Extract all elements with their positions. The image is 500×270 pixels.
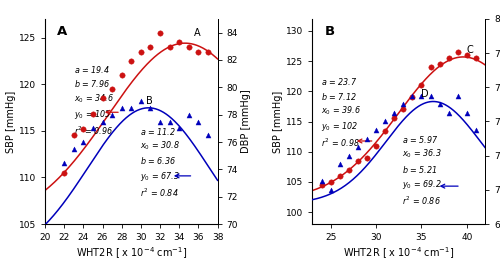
Text: $a$ = 11.2
$x_0$ = 30.8
$b$ = 6.36
$y_0$ = 67.3
$r^2$ = 0.84: $a$ = 11.2 $x_0$ = 30.8 $b$ = 6.36 $y_0$… [140, 126, 180, 199]
Point [156, 119, 164, 124]
Point [128, 106, 136, 110]
Point [60, 160, 68, 165]
Point [436, 62, 444, 66]
Point [175, 126, 183, 130]
Point [80, 140, 88, 144]
Point [326, 180, 334, 184]
Point [436, 102, 444, 107]
Point [390, 116, 398, 121]
Point [194, 119, 202, 124]
Text: $a$ = 5.97
$x_0$ = 36.3
$b$ = 5.21
$y_0$ = 69.2
$r^2$ = 0.86: $a$ = 5.97 $x_0$ = 36.3 $b$ = 5.21 $y_0$… [402, 134, 442, 207]
Point [400, 107, 407, 112]
Point [336, 174, 344, 178]
Point [400, 102, 407, 107]
Point [408, 95, 416, 100]
Point [156, 31, 164, 35]
Point [463, 53, 471, 57]
Point [418, 83, 426, 87]
Point [128, 59, 136, 63]
Text: $a$ = 23.7
$b$ = 7.12
$x_0$ = 39.6
$y_0$ = 102
$r^2$ = 0.98: $a$ = 23.7 $b$ = 7.12 $x_0$ = 39.6 $y_0$… [321, 76, 361, 149]
Point [166, 45, 173, 49]
Point [146, 106, 154, 110]
Point [381, 129, 389, 133]
Point [363, 136, 371, 141]
Point [345, 154, 353, 158]
Point [80, 127, 88, 131]
Point [137, 49, 145, 54]
Text: B: B [324, 25, 334, 38]
Point [336, 162, 344, 166]
X-axis label: WHT2R [ x 10$^{-4}$ cm$^{-1}$]: WHT2R [ x 10$^{-4}$ cm$^{-1}$] [76, 245, 187, 261]
Point [390, 111, 398, 115]
Point [98, 96, 106, 100]
Point [408, 94, 416, 98]
Text: C: C [467, 45, 473, 55]
Point [354, 145, 362, 149]
Point [137, 99, 145, 103]
Point [444, 56, 452, 60]
Point [426, 65, 434, 69]
Point [89, 112, 97, 116]
Point [185, 113, 193, 117]
Point [108, 87, 116, 91]
Point [70, 133, 78, 138]
Point [418, 94, 426, 98]
Point [472, 56, 480, 60]
Point [372, 128, 380, 132]
Point [175, 40, 183, 44]
Y-axis label: SBP [mmHg]: SBP [mmHg] [6, 90, 16, 153]
Point [426, 94, 434, 98]
Point [326, 188, 334, 192]
Text: B: B [146, 96, 152, 106]
Y-axis label: SBP [mmHg]: SBP [mmHg] [274, 90, 283, 153]
Point [118, 106, 126, 110]
Point [444, 111, 452, 115]
Point [318, 183, 326, 187]
Point [318, 179, 326, 184]
Point [146, 45, 154, 49]
Point [70, 147, 78, 151]
Point [89, 126, 97, 130]
Point [354, 158, 362, 163]
Point [463, 111, 471, 115]
Point [381, 119, 389, 124]
Point [166, 119, 173, 124]
Y-axis label: DBP [mmHg]: DBP [mmHg] [241, 90, 251, 153]
Point [454, 50, 462, 54]
Text: $a$ = 19.4
$b$ = 7.96
$x_0$ = 34.6
$y_0$ = 105
$r^2$ = 0.96: $a$ = 19.4 $b$ = 7.96 $x_0$ = 34.6 $y_0$… [74, 64, 114, 137]
Point [185, 45, 193, 49]
Point [472, 128, 480, 132]
Point [60, 171, 68, 175]
Point [345, 168, 353, 172]
Point [454, 94, 462, 98]
Point [98, 119, 106, 124]
Point [118, 73, 126, 77]
Text: A: A [194, 29, 200, 39]
Point [363, 156, 371, 160]
Point [372, 143, 380, 148]
Point [108, 113, 116, 117]
Text: D: D [422, 89, 429, 99]
Point [194, 49, 202, 54]
Point [204, 133, 212, 137]
X-axis label: WHT2R [ x 10$^{-4}$ cm$^{-1}$]: WHT2R [ x 10$^{-4}$ cm$^{-1}$] [343, 245, 454, 261]
Text: A: A [57, 25, 68, 38]
Point [204, 49, 212, 54]
